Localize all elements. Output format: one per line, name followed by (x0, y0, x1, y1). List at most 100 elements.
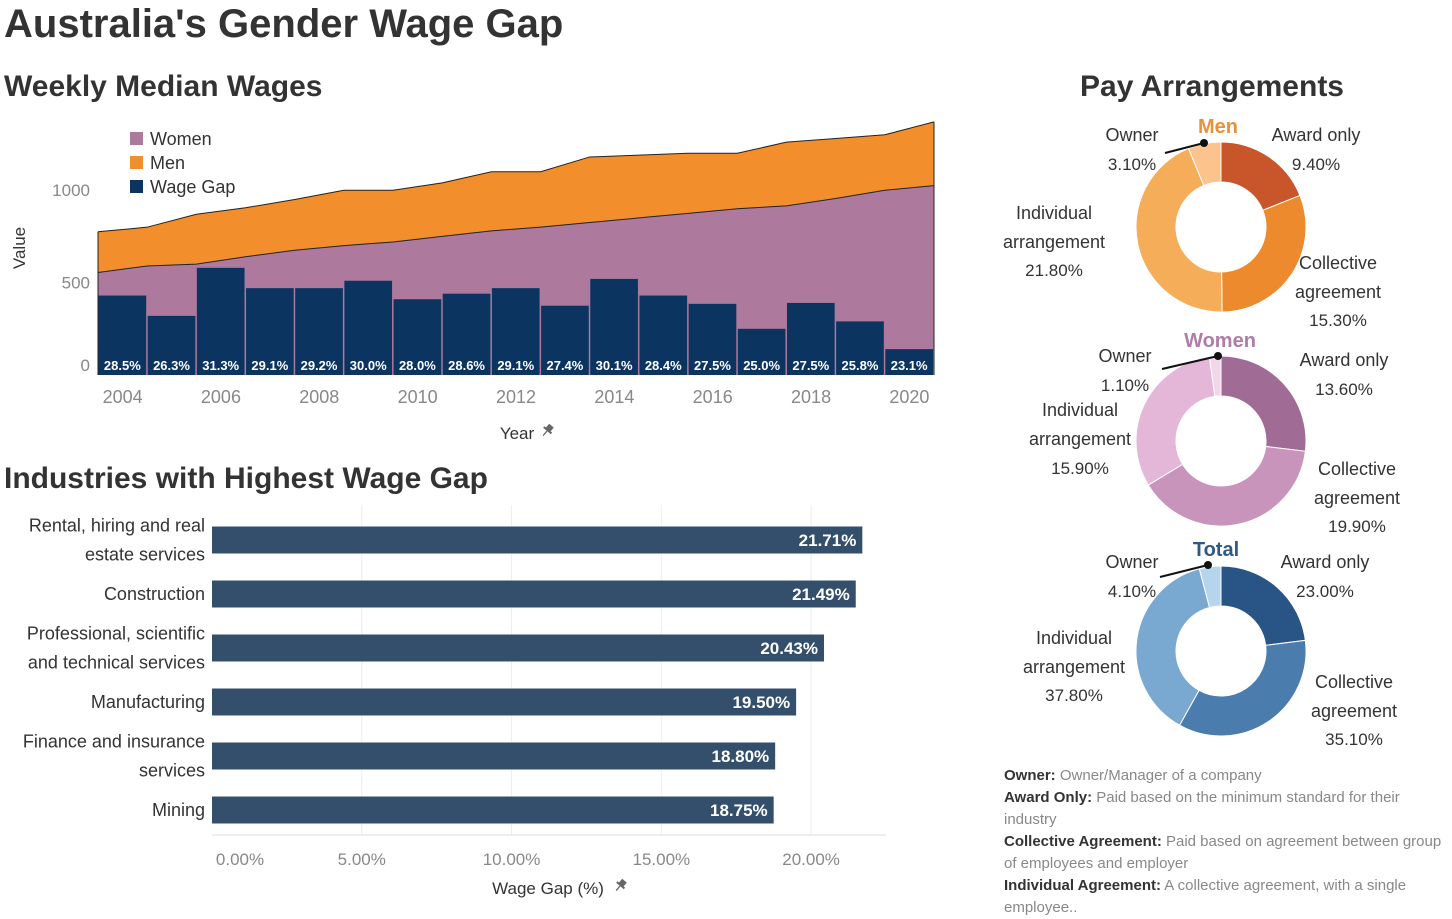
industry-label: estate services (85, 545, 205, 565)
x-tick-label: 2010 (398, 387, 438, 407)
award-label: Award only (1300, 350, 1389, 370)
x-tick-label: 2016 (693, 387, 733, 407)
donut-title: Men (1198, 116, 1238, 138)
x-axis-title: Year (500, 424, 535, 443)
collective-value: 19.90% (1328, 517, 1386, 536)
note-award: Award Only: Paid based on the minimum st… (1004, 787, 1444, 831)
individual-label: arrangement (1003, 232, 1105, 252)
industry-label: Mining (152, 800, 205, 820)
wage-gap-bar (639, 295, 688, 375)
wage-gap-label: 30.0% (350, 358, 387, 373)
collective-value: 35.10% (1325, 730, 1383, 749)
wage-gap-bar (246, 288, 294, 375)
collective-label: Collective (1318, 459, 1396, 479)
wage-gap-bar (737, 328, 786, 375)
individual-value: 21.80% (1025, 261, 1083, 280)
individual-label: arrangement (1029, 429, 1131, 449)
industry-label: and technical services (28, 653, 205, 673)
collective-label: agreement (1314, 488, 1400, 508)
pin-base (543, 426, 553, 435)
industry-bar (212, 796, 774, 824)
wage-gap-label: 29.1% (251, 358, 288, 373)
wage-gap-bar (442, 293, 491, 375)
donut-slice (1135, 356, 1216, 486)
pay-arrangements-title: Pay Arrangements (1080, 70, 1344, 103)
owner-value: 4.10% (1108, 582, 1156, 601)
industry-bar (212, 634, 824, 662)
note-collective: Collective Agreement: Paid based on agre… (1004, 831, 1444, 875)
industry-value-label: 21.71% (799, 531, 857, 550)
men-line (97, 121, 935, 233)
owner-leader-dot (1214, 352, 1222, 360)
pin-icon (542, 423, 554, 437)
note-term: Owner: (1004, 767, 1056, 784)
industry-label: Finance and insurance (23, 732, 205, 752)
collective-label: agreement (1295, 282, 1381, 302)
pay-arrangements-chart: Men Owner 3.10% Award only 9.40% Individual ar… (1003, 116, 1400, 749)
wage-gap-label: 28.6% (448, 358, 485, 373)
donut-slice (1220, 565, 1306, 646)
wage-gap-label: 27.5% (694, 358, 731, 373)
x-tick-label: 10.00% (483, 850, 541, 869)
x-tick-label: 2006 (201, 387, 241, 407)
definitions-notes: Owner: Owner/Manager of a company Award … (1004, 765, 1444, 919)
note-term: Collective Agreement: (1004, 833, 1162, 850)
donut-slice (1221, 194, 1307, 313)
wages-chart-title: Weekly Median Wages (4, 70, 323, 103)
owner-label: Owner (1105, 552, 1158, 572)
x-tick-label: 15.00% (632, 850, 690, 869)
individual-label: arrangement (1023, 657, 1125, 677)
wage-gap-bar (344, 280, 393, 375)
x-tick-label: 2020 (889, 387, 929, 407)
industry-value-label: 20.43% (760, 639, 818, 658)
page-title: Australia's Gender Wage Gap (4, 2, 564, 46)
wage-gap-bar (688, 303, 737, 375)
industry-label: Rental, hiring and real (29, 516, 205, 536)
industries-chart-title: Industries with Highest Wage Gap (4, 462, 488, 495)
wage-gap-label: 30.1% (596, 358, 633, 373)
x-tick-label: 5.00% (338, 850, 386, 869)
wage-gap-label: 25.8% (842, 358, 879, 373)
owner-leader-line (1159, 564, 1209, 578)
industry-bar (212, 580, 856, 608)
collective-label: Collective (1315, 672, 1393, 692)
individual-value: 15.90% (1051, 459, 1109, 478)
legend-label: Wage Gap (150, 177, 235, 197)
wage-gap-label: 29.2% (301, 358, 338, 373)
wage-gap-bar (885, 349, 933, 375)
pin-base (616, 881, 626, 890)
industry-gap-chart: 21.71% Rental, hiring and real estate serv… (23, 505, 886, 898)
award-value: 9.40% (1292, 155, 1340, 174)
wage-gap-bar (393, 299, 442, 375)
industry-label: Manufacturing (91, 692, 205, 712)
owner-label: Owner (1098, 346, 1151, 366)
industry-value-label: 21.49% (792, 585, 850, 604)
industry-bar (212, 688, 797, 716)
wage-gap-bar (147, 315, 196, 375)
x-tick-label: 2014 (594, 387, 634, 407)
pin-icon (615, 878, 627, 892)
x-tick-label: 2012 (496, 387, 536, 407)
owner-leader-dot (1200, 139, 1208, 147)
owner-label: Owner (1105, 125, 1158, 145)
y-tick-label: 1000 (52, 181, 90, 200)
donut-slice (1135, 147, 1223, 313)
donut-title: Women (1184, 330, 1256, 352)
legend-label: Men (150, 153, 185, 173)
wage-gap-label: 23.1% (891, 358, 928, 373)
owner-leader-line (1161, 355, 1219, 370)
individual-label: Individual (1016, 203, 1092, 223)
y-tick-label: 0 (81, 356, 90, 375)
individual-label: Individual (1042, 400, 1118, 420)
pin-needle (615, 885, 621, 892)
wage-gap-bar (295, 288, 343, 375)
collective-label: agreement (1311, 701, 1397, 721)
wage-gap-bar (836, 321, 884, 375)
donut-slice (1178, 639, 1307, 737)
note-text: Owner/Manager of a company (1055, 767, 1262, 784)
award-value: 23.00% (1296, 582, 1354, 601)
note-text: A collective agreement, with a single em… (1004, 877, 1407, 916)
industry-value-label: 18.80% (711, 747, 769, 766)
legend-swatch (130, 132, 143, 145)
y-axis-title: Value (10, 227, 29, 269)
